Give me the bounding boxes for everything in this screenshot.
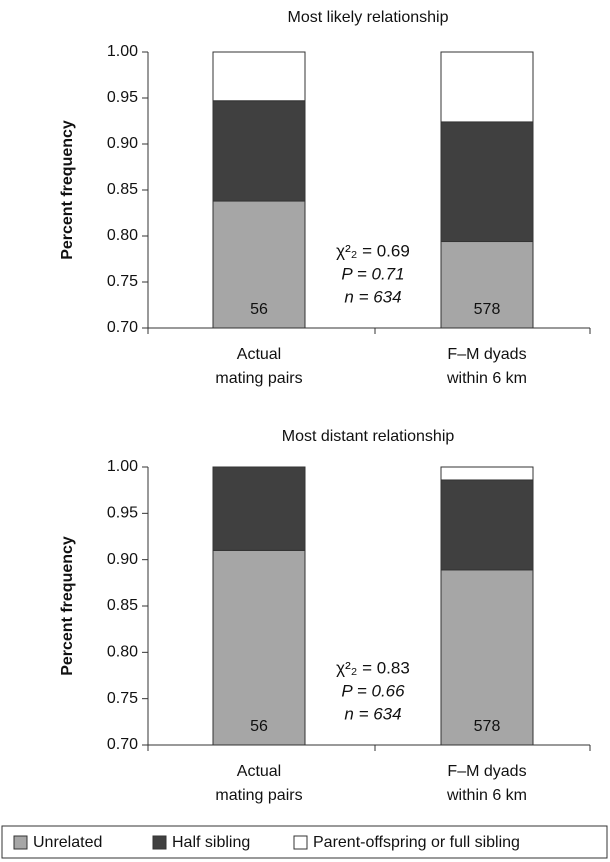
annotation: χ²₂ = 0.83 [336,658,410,677]
annotation: P = 0.66 [341,681,405,700]
chart-title: Most likely relationship [288,9,449,26]
annotation: χ²₂ = 0.69 [336,241,410,260]
x-tick-label: F–M dyads [447,346,526,363]
bar-segment [212,200,306,329]
bar-segment [212,100,306,202]
y-tick-label: 0.70 [107,736,138,753]
y-tick-label: 0.85 [107,597,138,614]
y-tick-label: 0.75 [107,690,138,707]
x-tick-label: Actual [237,346,281,363]
x-tick-label: mating pairs [215,370,302,387]
bar-segment [212,549,306,746]
annotation: n = 634 [344,287,401,306]
chart-title: Most distant relationship [282,428,455,445]
y-axis-label: Percent frequency [59,120,76,260]
count-label: 578 [474,718,501,735]
y-tick-label: 0.90 [107,135,138,152]
y-tick-label: 0.95 [107,505,138,522]
legend-label: Unrelated [33,834,102,851]
y-tick-label: 0.85 [107,181,138,198]
y-tick-label: 1.00 [107,43,138,60]
bar-segment [440,51,534,123]
annotation: n = 634 [344,704,401,723]
bar-segment [440,241,534,329]
x-tick-label: within 6 km [446,370,527,387]
bar-segment [212,466,306,551]
count-label: 56 [250,301,268,318]
legend-label: Parent-offspring or full sibling [313,834,520,851]
bar-segment [440,479,534,571]
y-tick-label: 0.95 [107,89,138,106]
x-tick-label: Actual [237,763,281,780]
legend-swatch [293,835,308,850]
y-tick-label: 0.80 [107,227,138,244]
x-tick-label: F–M dyads [447,763,526,780]
y-tick-label: 0.90 [107,551,138,568]
y-tick-label: 0.70 [107,319,138,336]
y-tick-label: 1.00 [107,458,138,475]
bar-segment [440,466,534,481]
x-tick-label: within 6 km [446,787,527,804]
x-tick-label: mating pairs [215,787,302,804]
y-tick-label: 0.75 [107,273,138,290]
count-label: 56 [250,718,268,735]
bar-segment [212,51,306,102]
legend-swatch [152,835,167,850]
bar-segment [440,121,534,243]
count-label: 578 [474,301,501,318]
y-tick-label: 0.80 [107,644,138,661]
legend-box [1,825,608,859]
legend-swatch [13,835,28,850]
y-axis-label: Percent frequency [59,536,76,676]
legend-label: Half sibling [172,834,250,851]
annotation: P = 0.71 [341,264,404,283]
